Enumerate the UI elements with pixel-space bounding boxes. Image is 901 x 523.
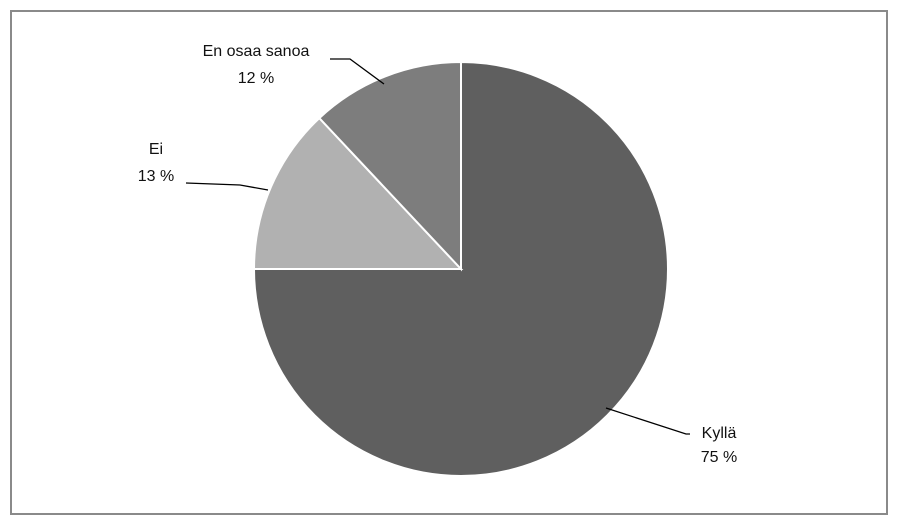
pie-slice-kylla <box>252 60 669 477</box>
slice-label-kylla: Kyllä <box>702 425 737 442</box>
leader-line-ei <box>185 182 269 191</box>
slice-value-ei: 13 % <box>138 168 174 185</box>
leader-line-en-osaa-sanoa <box>330 58 385 85</box>
leader-line-kylla <box>605 407 690 435</box>
slice-value-en-osaa-sanoa: 12 % <box>238 70 274 87</box>
pie-slice-ei <box>252 116 464 270</box>
pie-slice-en-osaa-sanoa <box>317 60 462 272</box>
slice-value-kylla: 75 % <box>701 449 737 466</box>
slice-label-en-osaa-sanoa: En osaa sanoa <box>203 43 310 60</box>
pie-slices <box>252 60 669 477</box>
slice-label-ei: Ei <box>149 141 163 158</box>
